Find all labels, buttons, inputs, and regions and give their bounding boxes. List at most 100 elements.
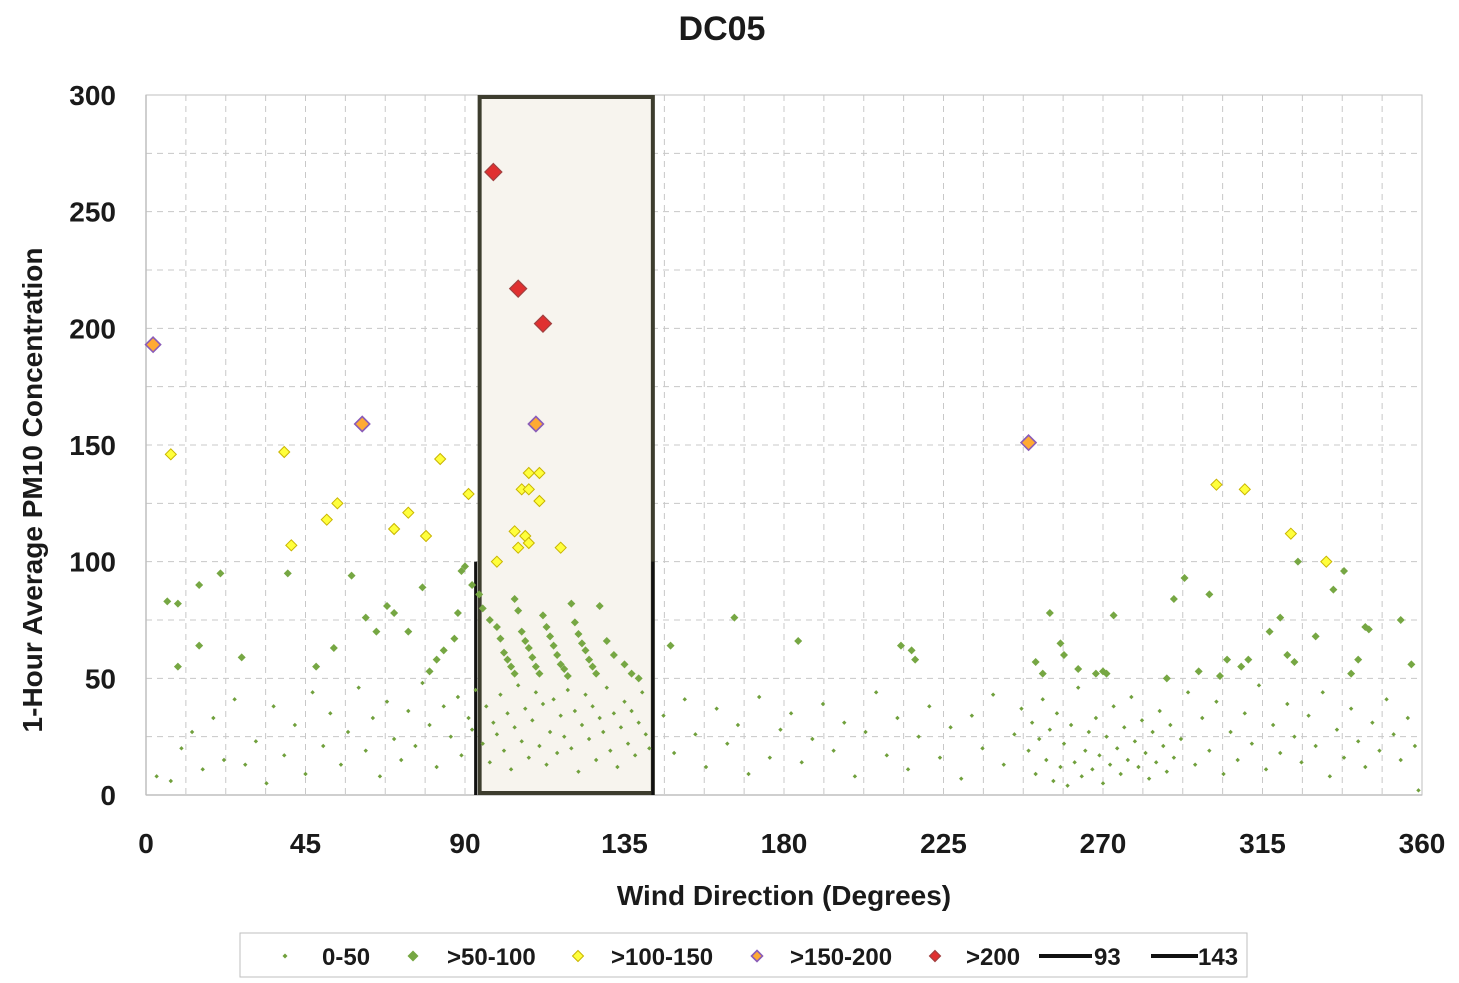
data-point [530,718,535,723]
data-point [572,708,578,714]
data-point [533,314,553,334]
data-point [1228,729,1233,735]
data-point [535,669,544,678]
data-point [1136,764,1141,770]
data-point [1391,732,1396,737]
data-point [1290,658,1299,666]
data-point [1256,683,1262,688]
y-tick-label: 200 [69,313,116,344]
data-point [980,746,985,751]
y-tick-label: 0 [100,780,116,811]
data-point [1265,627,1274,636]
data-point [237,653,246,662]
data-point [916,734,921,739]
data-point [399,757,404,763]
data-point [896,641,905,650]
data-point [569,746,574,751]
data-point [310,690,315,695]
data-point [1263,767,1269,772]
data-point [1412,743,1418,749]
data-point [1001,762,1006,767]
data-point [1100,781,1106,786]
data-point [1146,776,1152,781]
data-point [1329,585,1338,594]
data-point [1083,748,1088,753]
data-point [1162,674,1171,683]
data-point [523,706,528,711]
data-point [473,687,478,693]
y-tick-label: 50 [85,663,116,694]
data-point [767,755,773,760]
data-point [1079,774,1084,779]
data-point [1065,783,1070,788]
data-point [490,555,504,568]
data-point [907,646,916,655]
data-point [852,774,858,779]
data-point [173,662,182,671]
data-point [618,725,624,730]
data-point [1019,434,1038,452]
x-tick-label: 135 [601,828,648,859]
data-point [551,697,556,702]
data-point [1086,729,1092,735]
data-point [1237,662,1246,671]
data-point [427,722,432,728]
data-point [588,662,597,671]
highlight-band [474,95,655,795]
x-axis-label: Wind Direction (Degrees) [617,880,951,911]
data-point [507,662,516,671]
data-point [632,753,638,758]
data-point [345,729,351,735]
data-point [1132,739,1138,744]
data-point [253,739,259,744]
data-point [353,415,371,433]
data-point [608,748,613,753]
data-point [799,760,804,765]
data-point [1129,694,1134,700]
data-point [503,655,512,664]
data-point [432,655,441,664]
legend-label: >100-150 [611,944,713,971]
data-point [328,711,333,716]
data-point [544,762,549,767]
data-point [1153,760,1159,765]
legend-marker [571,949,585,963]
data-point [517,627,526,636]
data-point [499,648,508,657]
data-point [593,757,599,763]
data-point [1341,755,1347,760]
data-point [1205,590,1214,599]
x-tick-label: 180 [761,828,808,859]
data-point [404,627,413,636]
data-point [455,694,461,700]
data-point [636,720,641,725]
data-point [1054,711,1060,716]
data-point [1285,701,1290,707]
data-point [320,513,333,526]
data-point [1235,757,1240,763]
data-point [1157,708,1162,714]
data-point [643,732,648,737]
legend-marker [282,953,288,959]
data-point [948,725,953,730]
data-point [937,755,943,760]
data-point [959,776,964,781]
data-point [211,715,216,721]
legend-label: >150-200 [790,944,892,971]
data-point [406,708,411,714]
data-point [462,487,475,501]
data-point [519,739,524,744]
data-point [1249,741,1255,746]
data-point [1045,609,1054,617]
data-point [577,639,586,648]
data-point [563,672,572,680]
data-point [1221,771,1226,777]
data-point [1278,750,1283,756]
data-point [1029,720,1035,725]
data-point [468,581,477,589]
data-point [1311,632,1320,641]
data-point [611,711,617,716]
data-point [725,741,730,746]
data-point [372,627,381,636]
